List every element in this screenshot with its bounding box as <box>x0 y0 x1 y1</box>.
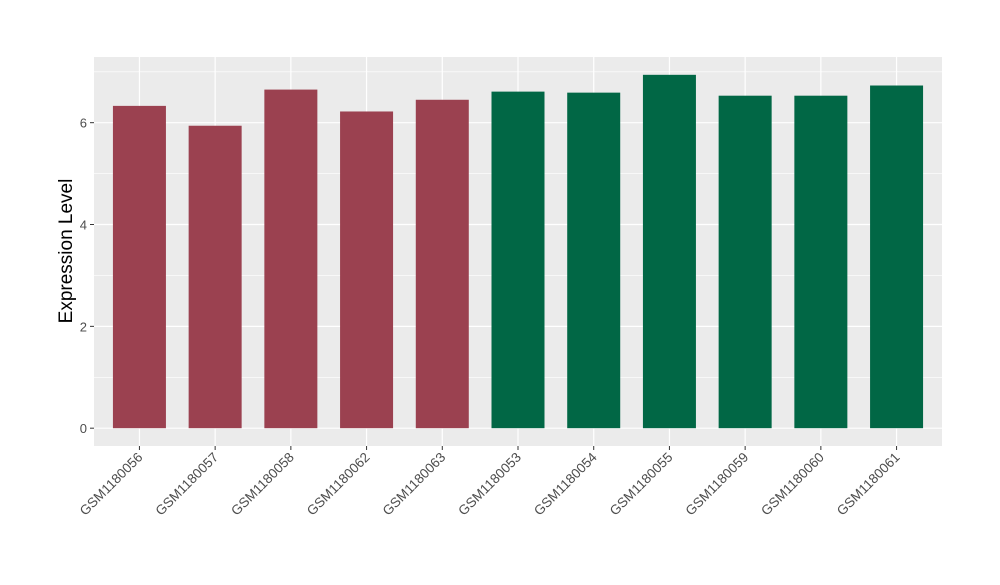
x-axis: GSM1180056 GSM1180057 GSM1180058 GSM1180062… <box>77 446 903 518</box>
y-tick-label: 0 <box>80 421 87 436</box>
x-tick-label: GSM1180058 <box>228 450 297 519</box>
x-tick-label: GSM1180055 <box>607 450 676 519</box>
x-tick-label: GSM1180054 <box>531 449 600 518</box>
x-tick-label: GSM1180060 <box>758 450 827 519</box>
y-tick-label: 4 <box>80 218 87 233</box>
y-tick-label: 2 <box>80 319 87 334</box>
bar-GSM1180060 <box>794 95 848 429</box>
y-axis: 0 2 4 6 <box>80 116 94 436</box>
x-tick-label: GSM1180063 <box>380 450 449 519</box>
bar-GSM1180056 <box>112 105 166 429</box>
bar-GSM1180053 <box>491 91 545 429</box>
bar-GSM1180055 <box>642 74 696 429</box>
bar-GSM1180059 <box>718 95 772 429</box>
x-tick-label: GSM1180061 <box>834 450 903 519</box>
bar-GSM1180061 <box>870 85 924 429</box>
x-tick-label: GSM1180062 <box>304 450 373 519</box>
x-tick-label: GSM1180053 <box>455 450 524 519</box>
y-axis-label: Expression Level <box>56 179 77 324</box>
bar-GSM1180063 <box>415 99 469 429</box>
bars <box>112 74 924 429</box>
bar-GSM1180058 <box>264 89 318 429</box>
bar-GSM1180057 <box>188 125 242 429</box>
y-tick-label: 6 <box>80 116 87 131</box>
x-tick-label: GSM1180056 <box>77 450 146 519</box>
x-tick-label: GSM1180059 <box>682 450 751 519</box>
bar-GSM1180054 <box>567 92 621 429</box>
x-tick-label: GSM1180057 <box>152 450 221 519</box>
bar-GSM1180062 <box>340 111 394 429</box>
